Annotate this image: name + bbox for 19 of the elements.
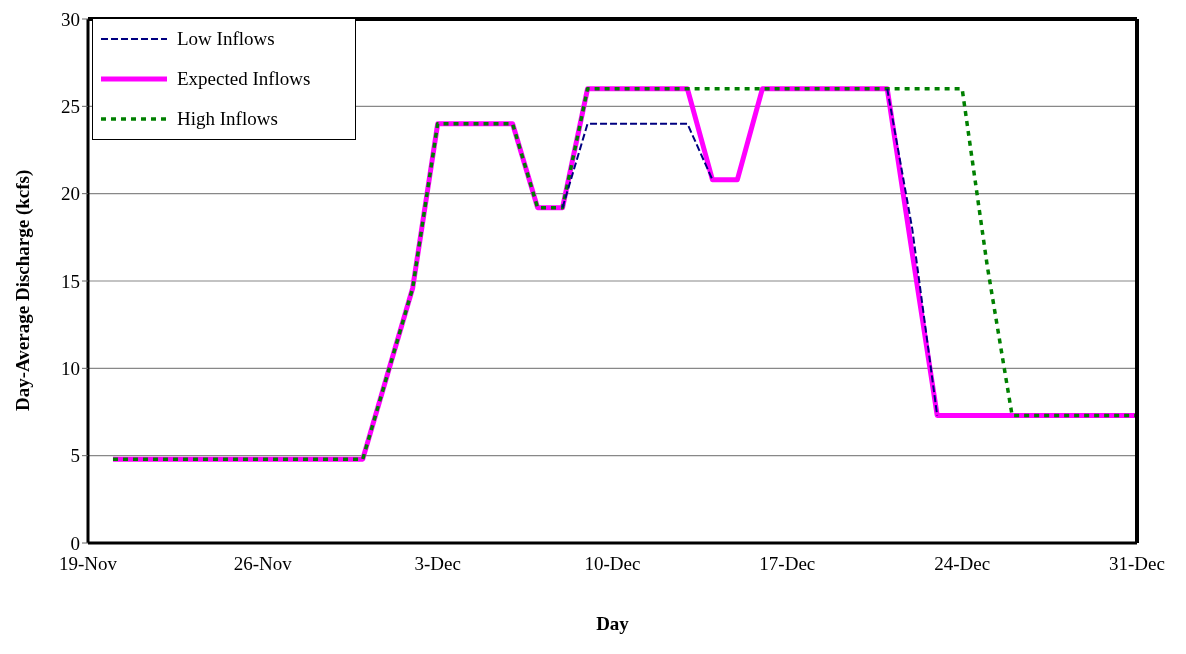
legend-label: High Inflows bbox=[177, 108, 278, 130]
x-tick-label: 24-Dec bbox=[934, 553, 991, 575]
y-tick-label: 0 bbox=[70, 532, 80, 554]
y-tick-label: 5 bbox=[70, 445, 80, 467]
y-axis-title: Day-Average Discharge (kcfs) bbox=[11, 169, 34, 411]
legend-label: Expected Inflows bbox=[177, 68, 311, 90]
x-tick-label: 31-Dec bbox=[1109, 553, 1165, 575]
x-tick-label: 3-Dec bbox=[414, 553, 461, 575]
y-tick-label: 15 bbox=[61, 270, 80, 292]
y-tick-label: 25 bbox=[61, 96, 80, 118]
x-tick-label: 19-Nov bbox=[58, 553, 118, 575]
x-tick-label: 10-Dec bbox=[584, 553, 641, 575]
x-tick-label: 17-Dec bbox=[759, 553, 816, 575]
y-tick-label: 10 bbox=[61, 358, 80, 380]
y-tick-label: 20 bbox=[61, 183, 80, 205]
x-tick-label: 26-Nov bbox=[233, 553, 293, 575]
legend-label: Low Inflows bbox=[177, 28, 275, 50]
x-axis-title: Day bbox=[596, 613, 630, 634]
y-tick-label: 30 bbox=[61, 8, 80, 30]
